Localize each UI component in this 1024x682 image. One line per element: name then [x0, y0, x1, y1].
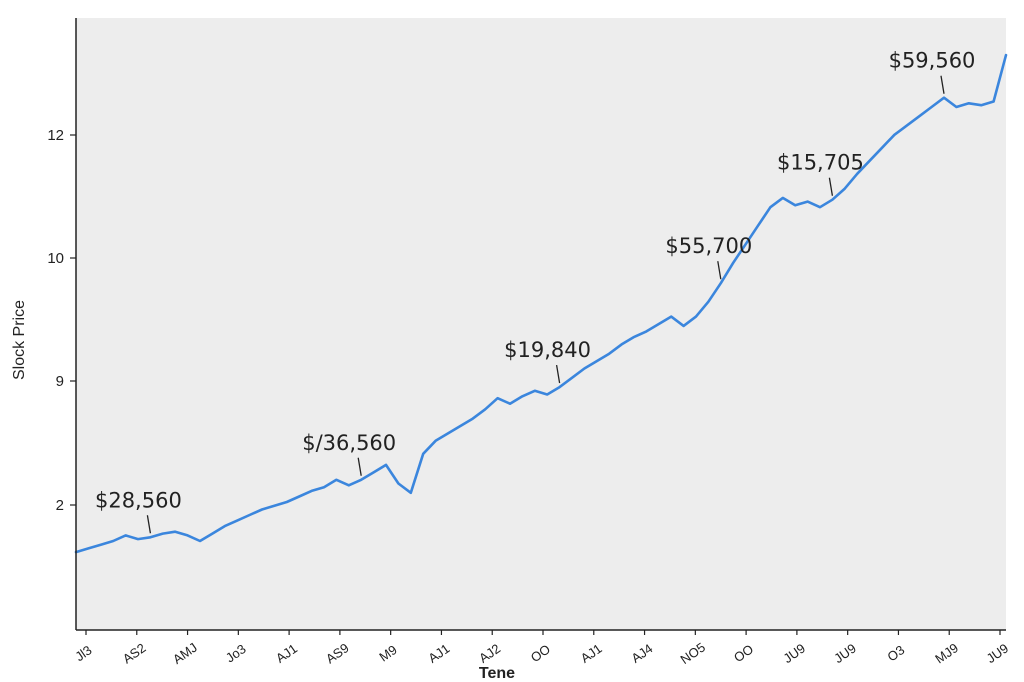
- plot-background: [76, 18, 1006, 630]
- x-tick-label: AS9: [323, 640, 352, 666]
- x-tick-label: AJ1: [578, 641, 605, 666]
- annotation-label: $55,700: [665, 234, 752, 258]
- y-tick-label: 2: [56, 497, 64, 514]
- x-tick-label: M9: [376, 642, 399, 665]
- series-line: [74, 53, 1008, 554]
- annotation-leader: [146, 515, 152, 534]
- x-tick-label: OO: [731, 641, 756, 665]
- x-tick-label: MJ9: [932, 640, 961, 666]
- annotation-leader: [828, 177, 834, 196]
- x-tick-label: AJ1: [273, 641, 300, 666]
- y-tick-label: 12: [47, 127, 64, 144]
- annotations-layer: $28,560 $/36,560 $19,840 $55,700 $15,705 $59,…: [95, 49, 975, 534]
- x-tick-label: Jo3: [223, 641, 249, 665]
- annotation-label: $/36,560: [302, 431, 396, 455]
- series-layer: [74, 53, 1008, 554]
- annotation-label: $59,560: [889, 49, 976, 73]
- annotation-leader: [555, 364, 561, 384]
- y-axis-title: Slock Price: [11, 300, 28, 380]
- x-tick-label: JU9: [781, 641, 809, 667]
- x-tick-label: AJ2: [476, 641, 503, 666]
- x-tick-label: JU9: [831, 641, 859, 667]
- x-tick-label: AJ1: [425, 641, 452, 666]
- annotation-leader: [357, 457, 362, 476]
- x-tick-label: AS2: [120, 640, 149, 666]
- x-tick-label: AMJ: [170, 640, 200, 667]
- annotation-leader: [717, 261, 722, 280]
- x-tick-label: JU9: [984, 641, 1012, 667]
- x-tick-label: OO: [528, 641, 553, 665]
- y-tick-label: 10: [47, 250, 64, 267]
- annotation-label: $15,705: [777, 151, 864, 175]
- annotation-leader: [940, 75, 945, 94]
- y-axis-ticks: 2 9 10 12: [47, 127, 76, 514]
- x-tick-label: AJ4: [628, 641, 655, 666]
- annotation-label: $28,560: [95, 488, 182, 512]
- x-axis-title: Tene: [479, 665, 515, 682]
- annotation-label: $19,840: [504, 338, 591, 362]
- x-tick-label: Jl3: [72, 642, 94, 664]
- x-axis-ticks: Jl3 AS2 AMJ Jo3 AJ1 AS9 M9 AJ1 AJ2 OO AJ1 AJ4 NO5 OO J…: [72, 630, 1011, 667]
- x-tick-label: NO5: [678, 640, 709, 668]
- y-tick-label: 9: [56, 373, 64, 390]
- x-tick-label: O3: [884, 642, 907, 664]
